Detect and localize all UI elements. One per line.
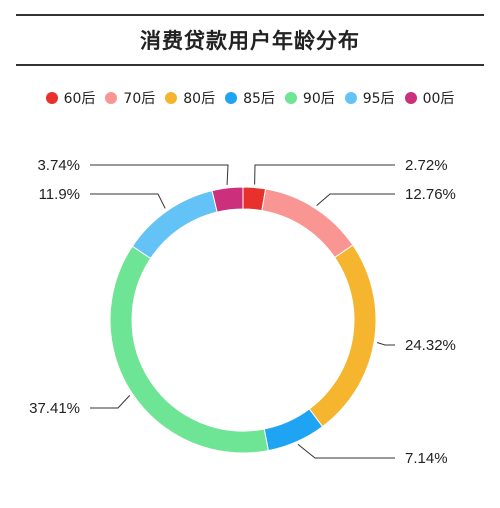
chart-legend: 60后 70后 80后 85后 90后 95后 00后 [0, 88, 500, 108]
leader-line [254, 164, 395, 185]
data-label: 7.14% [405, 450, 448, 467]
donut-slice [308, 244, 377, 428]
data-label: 2.72% [405, 157, 448, 174]
leader-line [376, 342, 395, 346]
legend-swatch [344, 92, 357, 104]
data-label: 12.76% [405, 186, 456, 203]
leader-line [90, 164, 229, 185]
legend-item: 70后 [105, 88, 155, 108]
data-label: 24.32% [405, 337, 456, 354]
legend-item: 90后 [284, 88, 335, 108]
chart-title: 消费贷款用户年龄分布 [140, 29, 360, 53]
legend-label: 90后 [302, 91, 335, 107]
legend-swatch [105, 92, 118, 104]
legend-item: 00后 [404, 88, 455, 108]
donut-slice [263, 408, 324, 452]
legend-label: 95后 [362, 91, 395, 107]
legend-swatch [165, 92, 178, 104]
legend-label: 00后 [422, 91, 455, 107]
legend-swatch [404, 92, 417, 104]
leader-line [90, 395, 131, 409]
legend-item: 80后 [165, 88, 215, 108]
donut-slice [211, 186, 244, 213]
leader-line [90, 193, 166, 209]
legend-item: 95后 [344, 88, 395, 108]
legend-swatch [284, 92, 297, 104]
data-label: 37.41% [29, 400, 80, 417]
donut-slice [109, 245, 269, 454]
donut-slice [131, 190, 218, 260]
data-label: 11.9% [39, 186, 80, 203]
title-bar: 消费贷款用户年龄分布 [16, 14, 484, 66]
legend-swatch [45, 92, 58, 104]
legend-item: 60后 [45, 88, 96, 108]
data-label: 3.74% [37, 157, 80, 174]
legend-label: 80后 [183, 91, 216, 107]
legend-item: 85后 [225, 88, 275, 108]
legend-label: 85后 [243, 91, 275, 107]
legend-swatch [225, 92, 238, 104]
leader-line [297, 443, 395, 459]
legend-label: 60后 [63, 91, 96, 107]
leader-line [316, 193, 395, 207]
legend-label: 70后 [123, 91, 156, 107]
donut-slice [261, 188, 354, 259]
